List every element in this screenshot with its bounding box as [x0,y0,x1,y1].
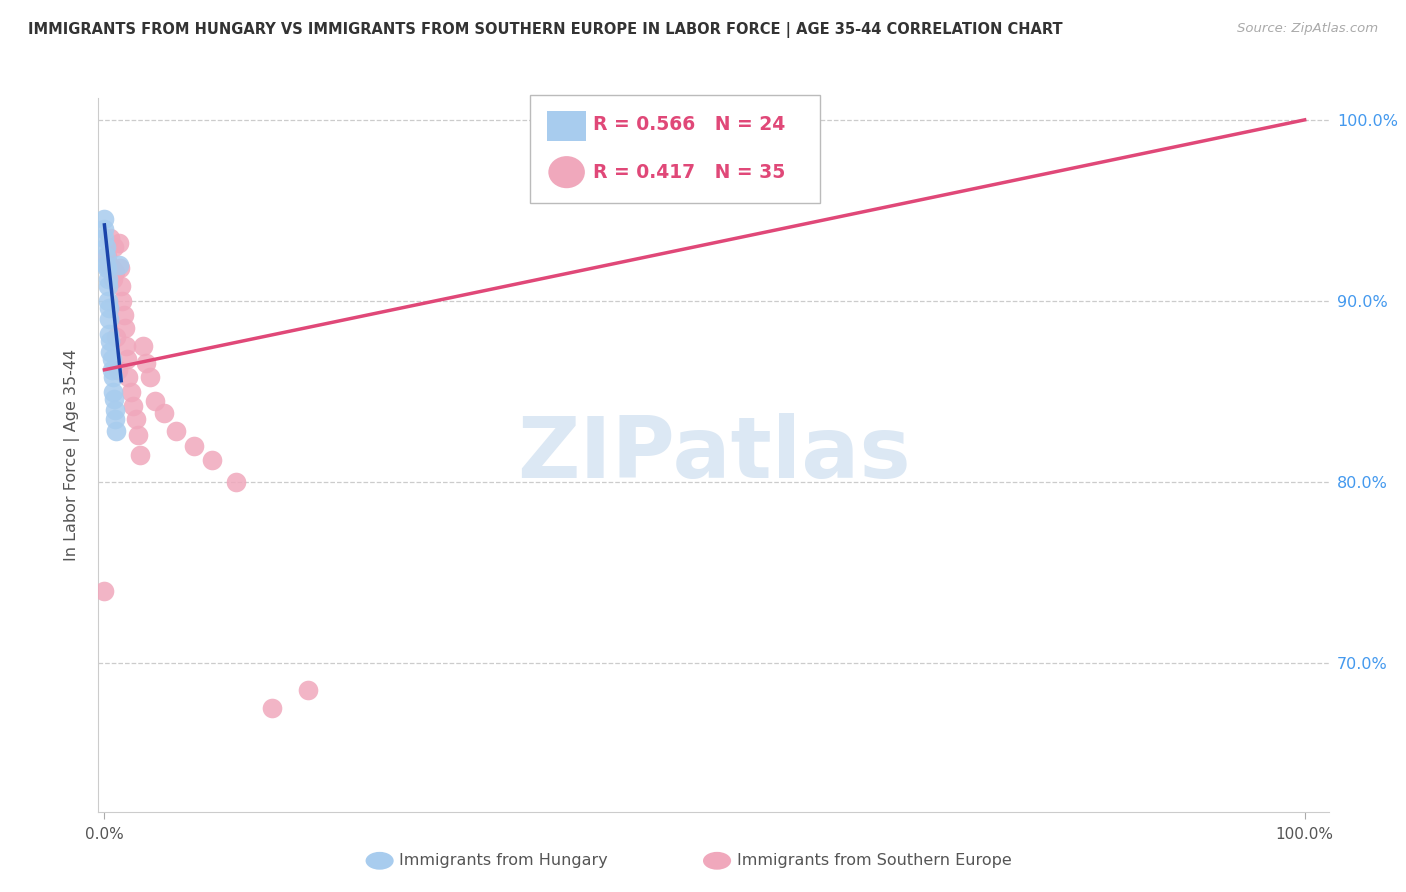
Point [97,272,120,286]
Y-axis label: In Labor Force | Age 35-44: In Labor Force | Age 35-44 [63,349,80,561]
Point [225,475,247,489]
Point [94,258,117,272]
Point [103,392,125,406]
Point [183,439,205,453]
Point [201,453,224,467]
Point [165,425,187,439]
Text: IMMIGRANTS FROM HUNGARY VS IMMIGRANTS FROM SOUTHERN EUROPE IN LABOR FORCE | AGE : IMMIGRANTS FROM HUNGARY VS IMMIGRANTS FR… [28,22,1063,38]
Point [93,230,115,244]
Point [122,399,145,413]
Text: Immigrants from Hungary: Immigrants from Hungary [399,854,607,868]
Point [120,384,142,399]
Text: Source: ZipAtlas.com: Source: ZipAtlas.com [1237,22,1378,36]
Point [115,339,138,353]
Text: ZIPatlas: ZIPatlas [516,413,911,497]
Point [101,272,124,286]
Point [98,312,121,326]
Point [96,261,118,276]
Point [153,406,176,420]
Point [107,363,129,377]
Point [100,261,122,276]
Point [105,425,128,439]
Point [97,279,120,293]
Point [103,239,125,253]
Point [111,293,134,308]
Point [135,355,157,369]
Point [93,583,115,598]
Point [127,428,149,442]
Point [94,239,117,253]
Point [100,334,122,348]
Text: R = 0.566   N = 24: R = 0.566 N = 24 [593,115,786,135]
Point [132,339,155,353]
Text: R = 0.417   N = 35: R = 0.417 N = 35 [593,162,786,182]
Text: Immigrants from Southern Europe: Immigrants from Southern Europe [737,854,1011,868]
Point [98,326,121,341]
Point [100,230,122,244]
Point [104,411,127,425]
Point [297,683,319,698]
Point [108,261,131,276]
Point [100,351,122,366]
Point [100,344,122,359]
Point [98,301,121,316]
Point [114,321,136,335]
Point [100,363,122,377]
Point [108,258,131,272]
Point [98,258,121,272]
Point [104,265,127,279]
Point [101,370,124,384]
Point [101,384,124,399]
Point [94,249,117,263]
Point [97,293,120,308]
Point [143,393,166,408]
Point [139,370,162,384]
Point [115,351,138,366]
Point [262,701,284,715]
Point [124,411,146,425]
Point [105,330,128,344]
Point [108,235,131,250]
Point [93,212,115,227]
Point [117,370,139,384]
Point [104,402,127,417]
Point [93,221,115,235]
Point [129,448,152,462]
Point [110,279,132,293]
Point [112,309,135,323]
Point [96,249,118,263]
